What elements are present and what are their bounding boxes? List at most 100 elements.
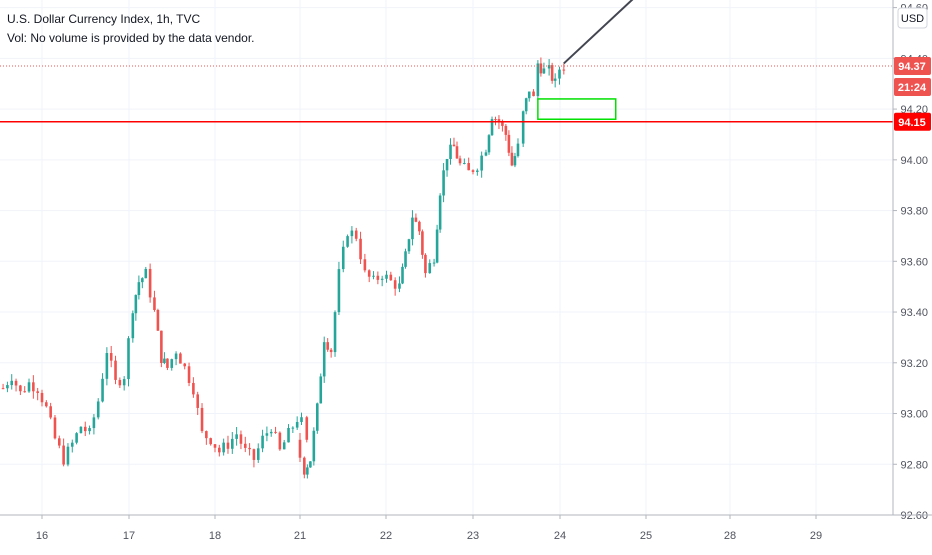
currency-button-label[interactable]: USD bbox=[901, 13, 924, 25]
candle-body bbox=[471, 170, 475, 172]
candle-body bbox=[23, 391, 26, 393]
candle-body bbox=[45, 402, 48, 407]
candle-body bbox=[287, 427, 290, 443]
currency-button[interactable]: USD bbox=[897, 7, 928, 29]
trend-line[interactable] bbox=[563, 0, 638, 65]
highlight-rectangle[interactable] bbox=[537, 98, 617, 120]
candle-body bbox=[160, 330, 163, 364]
level-badge-bg bbox=[894, 112, 931, 131]
x-tick-label: 29 bbox=[810, 530, 822, 542]
candle-body bbox=[542, 68, 546, 74]
countdown-badge: 21:24 bbox=[894, 77, 931, 96]
x-tick-label: 24 bbox=[554, 530, 566, 542]
candle-body bbox=[428, 263, 432, 274]
candle-body bbox=[114, 360, 117, 380]
candle-body bbox=[547, 65, 551, 69]
candle-body bbox=[256, 448, 260, 460]
candle-body bbox=[527, 91, 531, 99]
candle-body bbox=[62, 445, 65, 465]
candle-body bbox=[329, 349, 333, 353]
candle-body bbox=[88, 428, 91, 432]
candle-body bbox=[92, 417, 96, 429]
candle-body bbox=[532, 91, 535, 97]
candle-body bbox=[407, 239, 411, 252]
candle-body bbox=[127, 338, 130, 380]
last-price-badge: 94.37 bbox=[894, 56, 931, 75]
candle-body bbox=[346, 236, 349, 247]
candle-body bbox=[319, 376, 323, 404]
candle-body bbox=[298, 439, 302, 458]
candle-body bbox=[513, 156, 517, 166]
candle-body bbox=[414, 217, 418, 222]
x-tick-label: 16 bbox=[36, 530, 48, 542]
candle-body bbox=[309, 461, 312, 468]
candle-body bbox=[487, 135, 491, 153]
candle-body bbox=[507, 134, 511, 153]
candle-body bbox=[404, 251, 407, 267]
candle-body bbox=[398, 283, 401, 289]
level-badge-text: 94.15 bbox=[898, 117, 926, 129]
candle-body bbox=[458, 158, 462, 164]
candle-body bbox=[354, 230, 358, 239]
x-tick-label: 17 bbox=[123, 530, 135, 542]
candle-body bbox=[393, 280, 397, 289]
y-tick-label: 93.80 bbox=[900, 206, 928, 218]
candle-body bbox=[148, 268, 152, 298]
candle-body bbox=[562, 69, 566, 71]
candle-body bbox=[326, 342, 329, 350]
candle-body bbox=[153, 297, 156, 311]
y-tick-label: 92.80 bbox=[900, 459, 928, 471]
candle-body bbox=[131, 313, 135, 339]
candle-body bbox=[521, 111, 525, 144]
candle-body bbox=[261, 435, 264, 449]
candle-body bbox=[209, 438, 212, 445]
candle-body bbox=[553, 78, 557, 81]
candle-body bbox=[105, 353, 109, 379]
candle-body bbox=[14, 380, 18, 386]
candle-body bbox=[66, 446, 70, 465]
candle-body bbox=[32, 382, 35, 392]
y-tick-label: 92.60 bbox=[900, 510, 928, 522]
candle-body bbox=[476, 170, 479, 172]
candle-body bbox=[218, 447, 221, 453]
x-tick-label: 21 bbox=[294, 530, 306, 542]
candle-body bbox=[222, 442, 225, 453]
candle-body bbox=[141, 278, 144, 283]
candle-body bbox=[501, 122, 504, 126]
candle-body bbox=[367, 270, 371, 277]
candle-body bbox=[269, 431, 273, 434]
candle-body bbox=[435, 229, 439, 263]
countdown-badge-bg bbox=[894, 77, 931, 96]
candle-body bbox=[438, 195, 442, 230]
candle-body bbox=[539, 63, 543, 74]
candle-body bbox=[536, 63, 540, 97]
candle-body bbox=[137, 282, 141, 296]
candle-body bbox=[265, 433, 269, 436]
candle-body bbox=[274, 431, 277, 433]
currency-button-frame[interactable] bbox=[897, 7, 928, 29]
candle-body bbox=[231, 438, 234, 449]
candle-body bbox=[467, 163, 470, 171]
countdown-badge-text: 21:24 bbox=[898, 82, 927, 94]
candle-body bbox=[363, 259, 367, 271]
axes: 94.6094.4094.2094.0093.8093.6093.4093.20… bbox=[0, 0, 932, 542]
candle-body bbox=[490, 119, 494, 136]
candle-body bbox=[484, 152, 488, 156]
candle-body bbox=[6, 385, 9, 389]
candle-body bbox=[291, 427, 295, 429]
candle-body bbox=[558, 69, 561, 79]
candle-body bbox=[252, 449, 256, 460]
candle-body bbox=[179, 353, 182, 364]
candle-body bbox=[174, 353, 178, 360]
candle-body bbox=[166, 358, 169, 368]
candle-body bbox=[316, 403, 319, 431]
candle-body bbox=[200, 407, 204, 432]
candle-body bbox=[79, 426, 83, 434]
candle-body bbox=[109, 353, 113, 361]
candle-body bbox=[401, 266, 404, 284]
x-tick-label: 28 bbox=[724, 530, 736, 542]
candle-body bbox=[497, 119, 501, 123]
candle-body bbox=[295, 421, 299, 428]
